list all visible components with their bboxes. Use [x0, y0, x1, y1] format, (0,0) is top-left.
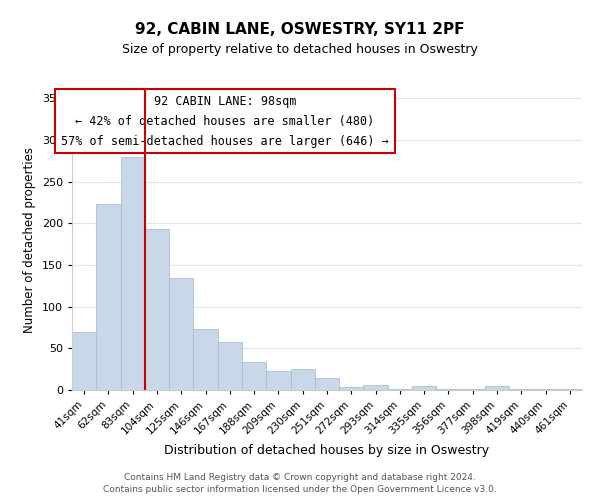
Text: Size of property relative to detached houses in Oswestry: Size of property relative to detached ho… — [122, 42, 478, 56]
X-axis label: Distribution of detached houses by size in Oswestry: Distribution of detached houses by size … — [164, 444, 490, 457]
Bar — [218, 342, 242, 390]
Bar — [388, 389, 412, 390]
Bar — [509, 389, 533, 390]
Bar — [266, 371, 290, 390]
Bar — [485, 386, 509, 390]
Bar — [121, 156, 145, 390]
Bar — [169, 278, 193, 390]
Bar — [72, 332, 96, 390]
Text: 92, CABIN LANE, OSWESTRY, SY11 2PF: 92, CABIN LANE, OSWESTRY, SY11 2PF — [135, 22, 465, 38]
Bar — [558, 389, 582, 390]
Bar — [145, 229, 169, 390]
Text: Contains HM Land Registry data © Crown copyright and database right 2024.: Contains HM Land Registry data © Crown c… — [124, 472, 476, 482]
Y-axis label: Number of detached properties: Number of detached properties — [23, 147, 36, 333]
Bar — [533, 389, 558, 390]
Text: 92 CABIN LANE: 98sqm
← 42% of detached houses are smaller (480)
57% of semi-deta: 92 CABIN LANE: 98sqm ← 42% of detached h… — [61, 94, 389, 148]
Bar — [364, 385, 388, 390]
Bar — [290, 369, 315, 390]
Bar — [412, 386, 436, 390]
Bar — [96, 204, 121, 390]
Bar — [315, 378, 339, 390]
Bar — [436, 389, 461, 390]
Bar — [461, 389, 485, 390]
Bar — [339, 386, 364, 390]
Text: Contains public sector information licensed under the Open Government Licence v3: Contains public sector information licen… — [103, 485, 497, 494]
Bar — [193, 329, 218, 390]
Bar — [242, 362, 266, 390]
